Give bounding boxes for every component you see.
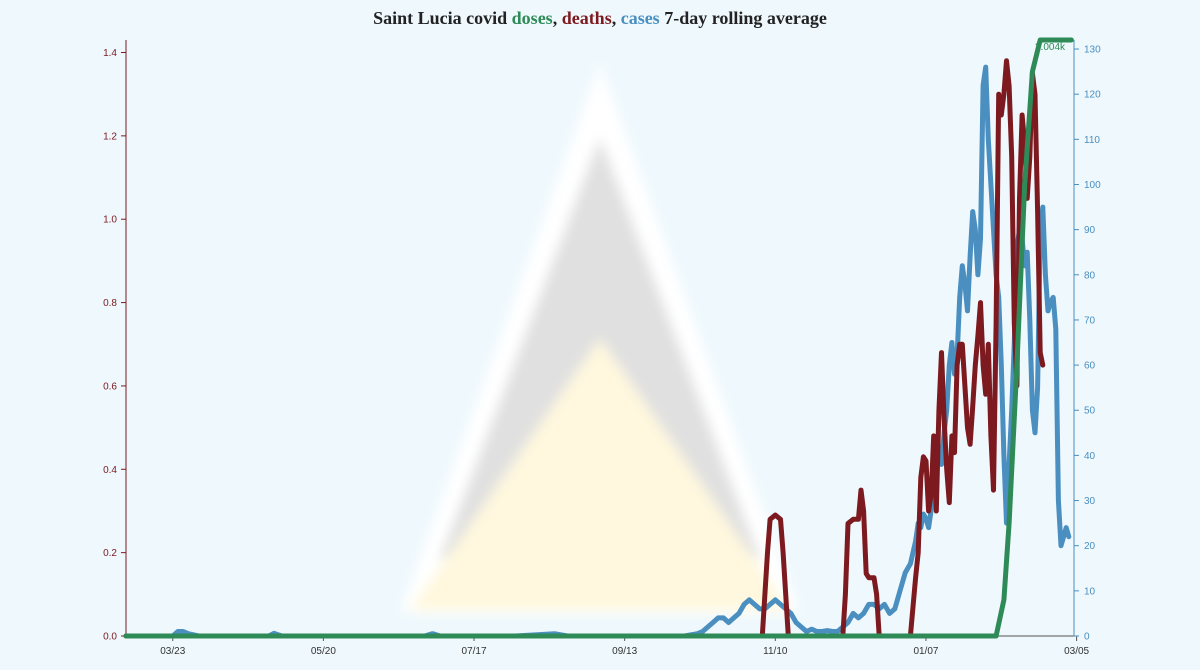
right-tick-label: 120 — [1084, 90, 1101, 101]
right-tick-label: 70 — [1084, 315, 1096, 326]
x-tick-label: 03/05 — [1064, 646, 1089, 657]
title-sep1: , — [552, 8, 562, 28]
x-tick-label: 01/07 — [913, 646, 938, 657]
right-tick-label: 40 — [1084, 451, 1096, 462]
right-tick-label: 0 — [1084, 632, 1090, 643]
right-tick-label: 130 — [1084, 45, 1101, 56]
right-tick-label: 100 — [1084, 180, 1101, 191]
title-sep2: , — [611, 8, 621, 28]
left-tick-label: 0.8 — [103, 298, 117, 309]
right-tick-label: 110 — [1084, 135, 1100, 146]
right-tick-label: 60 — [1084, 361, 1096, 372]
right-tick-label: 30 — [1084, 496, 1096, 507]
left-tick-label: 1.0 — [103, 215, 117, 226]
series-line-deaths — [123, 58, 1046, 639]
right-tick-label: 90 — [1084, 225, 1096, 236]
left-tick-label: 0.4 — [103, 465, 117, 476]
right-tick-label: 80 — [1084, 270, 1096, 281]
right-tick-label: 50 — [1084, 406, 1096, 417]
left-tick-label: 0.6 — [103, 381, 117, 392]
right-tick-label: 10 — [1084, 586, 1096, 597]
title-cases: cases — [620, 8, 660, 28]
series-line-doses — [123, 37, 1074, 639]
x-tick-label: 05/20 — [311, 646, 336, 657]
title-deaths: deaths — [561, 8, 612, 28]
doses-peak-label: 2.004k — [1035, 42, 1066, 53]
right-tick-label: 20 — [1084, 541, 1096, 552]
chart-title: Saint Lucia covid doses, deaths, cases 7… — [0, 8, 1200, 29]
left-tick-label: 1.2 — [103, 131, 117, 142]
left-tick-label: 0.0 — [103, 632, 117, 643]
title-suffix: 7-day rolling average — [659, 8, 827, 28]
x-tick-label: 07/17 — [462, 646, 487, 657]
left-tick-label: 0.2 — [103, 548, 117, 559]
x-tick-label: 03/23 — [160, 646, 185, 657]
x-tick-label: 09/13 — [612, 646, 637, 657]
left-tick-label: 1.4 — [103, 48, 117, 59]
title-prefix: Saint Lucia covid — [373, 8, 512, 28]
title-doses: doses — [511, 8, 553, 28]
flag-watermark — [400, 62, 800, 612]
series-layer — [123, 37, 1074, 639]
flag-gold-triangle — [410, 338, 790, 610]
x-tick-label: 11/10 — [763, 646, 788, 657]
